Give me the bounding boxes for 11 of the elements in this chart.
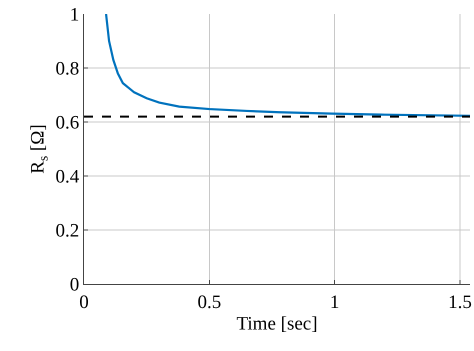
y-tick-label: 1 — [70, 4, 80, 26]
x-tick-label: 1 — [330, 292, 340, 313]
x-axis-title: Time [sec] — [236, 314, 318, 335]
y-tick-label: 0.8 — [55, 58, 80, 80]
y-tick-label: 0 — [70, 274, 80, 296]
y-tick-label: 0.2 — [55, 220, 80, 242]
y-tick-label: 0.4 — [55, 166, 80, 188]
x-tick-label: 1.5 — [448, 292, 472, 313]
x-tick-label: 0.5 — [197, 292, 222, 313]
line-series — [104, 14, 470, 117]
y-tick-label: 0.6 — [55, 112, 80, 134]
